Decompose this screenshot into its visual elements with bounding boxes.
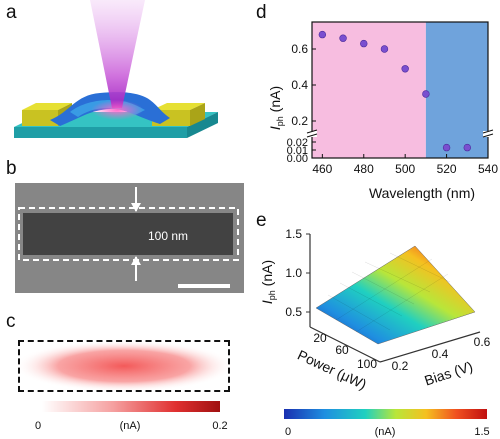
chart-d-ylabel-main: I <box>267 126 283 130</box>
data-point-6 <box>442 143 451 152</box>
colorbar-e: 0 (nA) 1.5 <box>284 409 490 438</box>
width-label: 100 nm <box>148 229 188 243</box>
data-point-5 <box>422 90 430 98</box>
data-point-1 <box>339 34 347 42</box>
substrate-front <box>14 127 187 138</box>
panel-label-d: d <box>256 2 267 23</box>
chart-e-bias-tick-0: 0.2 <box>392 359 409 373</box>
nanowire-ridge <box>50 92 170 126</box>
chart-e-surface-grid <box>327 252 451 333</box>
chart-d-ytick-lower-1: 0.01 <box>287 145 308 157</box>
chart-d-ytick-lower-0: 0.00 <box>287 153 308 165</box>
data-point-0 <box>318 30 327 39</box>
chart-e-power-tick-0: 20 <box>313 331 327 345</box>
chart-e-surface <box>315 245 476 345</box>
chart-e: 0.5 1.0 1.5 20 60 100 0.2 0.4 0.6 Iph (n… <box>259 227 491 392</box>
chart-d-ytick-upper-0: 0.2 <box>291 114 308 128</box>
chart-d: 460 480 500 520 540 0.2 0.4 0.6 0.000.010.02 Wav… <box>267 21 498 201</box>
colorbar-c-max: 0.2 <box>212 420 227 432</box>
panel-label-a: a <box>6 2 17 23</box>
photocurrent-map <box>14 340 234 392</box>
colorbar-c-min: 0 <box>35 420 41 432</box>
chart-d-ylabel-unit: (nA) <box>267 86 283 116</box>
chart-e-ztick-2: 1.5 <box>285 227 302 241</box>
chart-e-zlabel: Iph (nA) <box>259 260 277 304</box>
panel-label-c: c <box>6 311 16 332</box>
dashed-outline-b <box>18 207 239 261</box>
panel-label-e: e <box>256 210 267 231</box>
chart-d-xtick-3: 520 <box>437 162 457 176</box>
colorbar-c-unit: (nA) <box>120 420 141 432</box>
axis-break-right-2 <box>482 133 494 138</box>
chart-e-bias-label: Bias (V) <box>422 358 474 389</box>
chart-d-ylabel-sub: ph <box>275 116 285 126</box>
sem-image: 100 nm <box>15 183 244 293</box>
data-point-4 <box>401 65 409 73</box>
photocurrent-hotspot <box>14 340 234 392</box>
chart-e-zlabel-unit: (nA) <box>259 260 275 290</box>
chart-d-frame <box>311 21 489 159</box>
colorbar-c: 0 (nA) 0.2 <box>35 401 228 432</box>
visible-band <box>312 22 426 158</box>
axis-break-left-1 <box>306 129 318 134</box>
axis-break-left-2 <box>306 133 318 138</box>
data-point-7 <box>463 143 471 152</box>
chart-d-xlabel: Wavelength (nm) <box>369 185 475 201</box>
chart-d-ylabel: Iph (nA) <box>267 86 285 130</box>
substrate-side <box>187 112 218 138</box>
chart-d-xtick-4: 540 <box>478 162 498 176</box>
blue-band <box>425 22 488 158</box>
chart-e-ztick-0: 0.5 <box>285 305 302 319</box>
colorbar-e-max: 1.5 <box>474 426 489 438</box>
chart-e-zlabel-sub: ph <box>267 290 277 300</box>
chart-d-ytick-upper-2: 0.6 <box>291 42 308 56</box>
chart-d-xtick-0: 460 <box>312 162 332 176</box>
chart-e-zlabel-main: I <box>259 300 275 304</box>
axis-break-right-gap <box>483 131 493 137</box>
chart-d-xtick-1: 480 <box>354 162 374 176</box>
chart-d-xtick-2: 500 <box>395 162 415 176</box>
dashed-outline-c <box>18 340 230 392</box>
panel-label-b: b <box>6 158 17 179</box>
laser-beam <box>90 0 145 108</box>
chart-e-bias-tick-1: 0.4 <box>432 347 449 361</box>
chart-e-power-tick-1: 60 <box>335 343 349 357</box>
chart-e-power-axis <box>309 326 381 363</box>
chart-e-bias-axis <box>379 331 481 363</box>
axis-break-right-1 <box>482 129 494 134</box>
scale-bar <box>178 284 230 288</box>
chart-e-bias-tick-2: 0.6 <box>474 335 491 349</box>
left-electrode <box>22 103 72 110</box>
chart-e-ztick-1: 1.0 <box>285 266 302 280</box>
nanoribbon <box>23 213 233 255</box>
colorbar-e-unit: (nA) <box>375 426 396 438</box>
chart-d-ytick-lower-2: 0.02 <box>287 137 308 149</box>
laser-spot <box>91 100 143 120</box>
device-schematic <box>14 0 218 138</box>
chart-d-ytick-upper-1: 0.4 <box>291 78 308 92</box>
data-point-3 <box>380 45 389 53</box>
right-electrode <box>152 103 205 110</box>
chart-e-power-tick-2: 100 <box>357 357 377 371</box>
data-point-2 <box>360 39 368 48</box>
axis-break-left-gap <box>307 131 317 137</box>
colorbar-e-min: 0 <box>285 426 291 438</box>
